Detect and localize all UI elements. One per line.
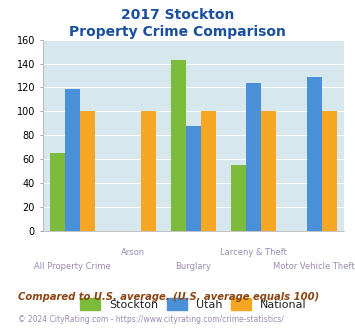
Bar — [141, 112, 156, 231]
Text: All Property Crime: All Property Crime — [34, 262, 111, 271]
Text: Larceny & Theft: Larceny & Theft — [220, 248, 287, 257]
Bar — [65, 89, 80, 231]
Bar — [50, 153, 65, 231]
Bar — [201, 112, 216, 231]
Text: Compared to U.S. average. (U.S. average equals 100): Compared to U.S. average. (U.S. average … — [18, 292, 319, 302]
Text: Property Crime Comparison: Property Crime Comparison — [69, 25, 286, 39]
Text: © 2024 CityRating.com - https://www.cityrating.com/crime-statistics/: © 2024 CityRating.com - https://www.city… — [18, 315, 284, 324]
Text: Burglary: Burglary — [175, 262, 212, 271]
Legend: Stockton, Utah, National: Stockton, Utah, National — [76, 294, 311, 314]
Bar — [246, 83, 261, 231]
Bar — [261, 112, 277, 231]
Text: Arson: Arson — [121, 248, 145, 257]
Bar — [322, 112, 337, 231]
Bar — [231, 165, 246, 231]
Bar — [186, 126, 201, 231]
Bar — [80, 112, 95, 231]
Text: 2017 Stockton: 2017 Stockton — [121, 8, 234, 22]
Bar — [171, 60, 186, 231]
Text: Motor Vehicle Theft: Motor Vehicle Theft — [273, 262, 355, 271]
Bar — [307, 77, 322, 231]
